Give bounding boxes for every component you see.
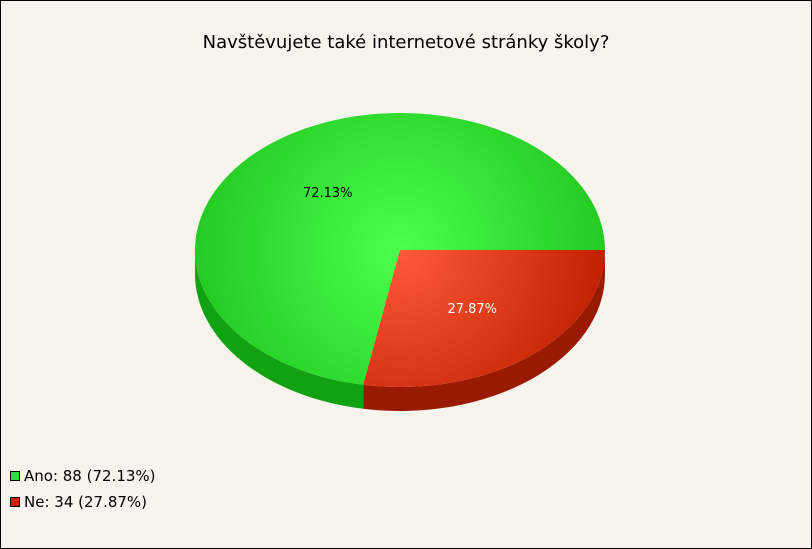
legend: Ano: 88 (72.13%) Ne: 34 (27.87%) <box>10 463 156 515</box>
legend-item-ne: Ne: 34 (27.87%) <box>10 489 156 515</box>
pie-label-ne: 27.87% <box>447 302 497 317</box>
pie-side-ano <box>195 250 364 409</box>
pie-slice-ne <box>363 250 605 388</box>
chart-title: Navštěvujete také internetové stránky šk… <box>202 32 610 53</box>
legend-label-ano: Ano: 88 (72.13%) <box>24 467 156 485</box>
pie-sides <box>195 250 605 412</box>
legend-item-ano: Ano: 88 (72.13%) <box>10 463 156 489</box>
legend-swatch-ano <box>10 471 20 481</box>
pie-side-ne <box>363 250 605 412</box>
pie-slice-ano <box>195 112 606 385</box>
pie-labels: 72.13% 27.87% <box>303 186 497 317</box>
legend-swatch-ne <box>10 497 20 507</box>
pie-tops <box>195 112 606 388</box>
pie-label-ano: 72.13% <box>303 186 353 201</box>
legend-label-ne: Ne: 34 (27.87%) <box>24 493 148 511</box>
